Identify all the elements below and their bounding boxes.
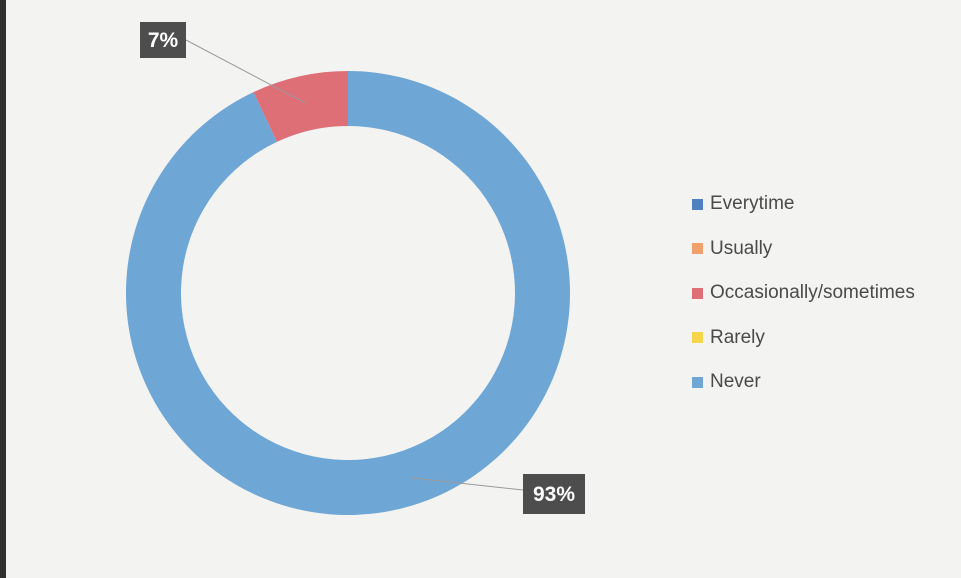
- data-label-occasionally-sometimes: 7%: [148, 29, 179, 52]
- legend-swatch-usually: [692, 243, 703, 254]
- data-labels: 7% 93%: [140, 22, 585, 514]
- leader-lines: [185, 39, 524, 491]
- slice-occasionally-sometimes: [253, 71, 348, 142]
- legend-item-never: Never: [692, 371, 961, 393]
- data-label-box-occasionally-sometimes: [140, 22, 186, 58]
- data-label-never: 93%: [533, 483, 575, 506]
- legend-item-everytime: Everytime: [692, 193, 961, 215]
- data-label-box-never: [523, 474, 585, 514]
- legend-item-occasionally: Occasionally/sometimes: [692, 282, 961, 304]
- legend-swatch-occasionally: [692, 287, 703, 299]
- leader-line-occasionally-sometimes: [185, 39, 306, 104]
- legend: Everytime Usually Occasionally/sometimes…: [692, 193, 961, 416]
- legend-label-rarely: Rarely: [710, 326, 765, 348]
- legend-label-occasionally: Occasionally/sometimes: [710, 282, 915, 303]
- legend-item-rarely: Rarely: [692, 327, 961, 349]
- legend-swatch-rarely: [692, 332, 703, 343]
- donut-chart: 7% 93%: [125, 22, 585, 515]
- legend-label-usually: Usually: [710, 237, 773, 259]
- slice-never: [125, 71, 571, 515]
- legend-swatch-never: [692, 376, 703, 388]
- leader-line-never: [409, 477, 524, 491]
- donut-slices: [125, 71, 571, 515]
- legend-item-usually: Usually: [692, 238, 961, 260]
- legend-swatch-everytime: [692, 198, 703, 210]
- legend-label-everytime: Everytime: [710, 193, 795, 214]
- legend-label-never: Never: [710, 371, 761, 392]
